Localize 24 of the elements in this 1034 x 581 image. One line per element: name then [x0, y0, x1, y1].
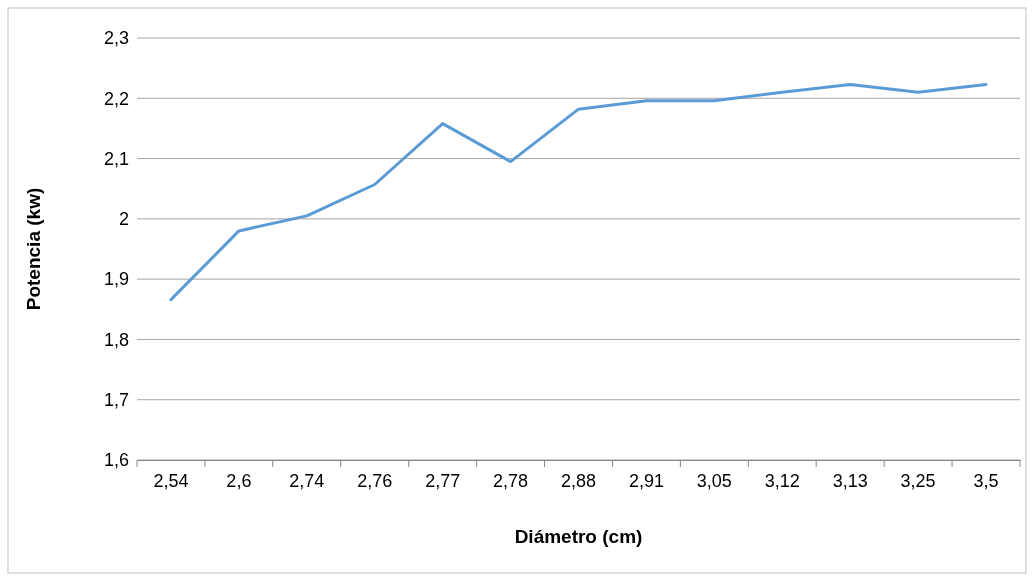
- x-tick-label: 2,78: [493, 470, 529, 491]
- x-tick-label: 2,88: [560, 470, 597, 491]
- x-tick-label: 2,76: [357, 470, 393, 491]
- y-axis-title: Potencia (kw): [23, 187, 44, 311]
- y-tick-label: 2,1: [103, 148, 129, 169]
- y-tick-label: 1,8: [103, 329, 129, 350]
- x-tick-label: 3,25: [900, 470, 936, 491]
- y-tick-label: 2,3: [103, 28, 129, 49]
- y-tick-label: 1,9: [103, 269, 129, 290]
- x-tick-label: 2,77: [425, 470, 461, 491]
- y-tick-label: 2: [118, 209, 129, 230]
- x-tick-label: 3,5: [973, 470, 999, 491]
- x-tick-label: 3,05: [696, 470, 732, 491]
- x-tick-label: 2,74: [289, 470, 325, 491]
- y-tick-label: 2,2: [103, 88, 129, 109]
- x-tick-label: 2,91: [628, 470, 664, 491]
- line-series: [169, 82, 988, 302]
- x-tick-label: 3,13: [832, 470, 868, 491]
- x-tick-label: 2,54: [153, 470, 189, 491]
- x-tick-label: 2,6: [226, 470, 252, 491]
- x-axis-title: Diámetro (cm): [514, 526, 643, 547]
- y-tick-label: 1,6: [103, 450, 129, 471]
- y-tick-label: 1,7: [103, 389, 129, 410]
- x-tick-label: 3,12: [764, 470, 800, 491]
